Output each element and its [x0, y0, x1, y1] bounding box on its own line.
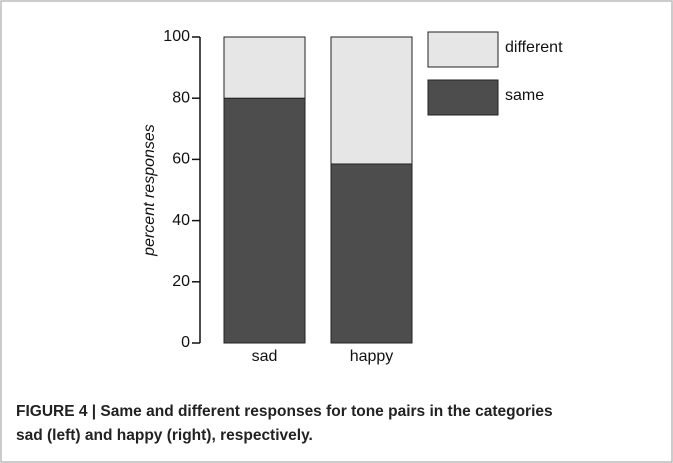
legend-label: same [505, 87, 544, 104]
y-tick-label: 20 [172, 273, 190, 290]
y-tick-label: 40 [172, 212, 190, 229]
y-tick-label: 100 [163, 28, 190, 45]
legend-label: different [505, 39, 563, 56]
x-tick-label: sad [252, 348, 278, 365]
y-tick-label: 80 [172, 89, 190, 106]
bar-segment [223, 36, 306, 99]
x-tick-label: happy [350, 348, 394, 365]
y-axis-label: percent responses [141, 124, 158, 257]
y-tick-label: 0 [181, 334, 190, 351]
bar-segment [330, 163, 413, 344]
legend-swatch [427, 31, 499, 68]
y-tick-label: 60 [172, 151, 190, 168]
bar-segment [223, 97, 306, 344]
bar-segment [330, 36, 413, 165]
legend-swatch [427, 79, 499, 116]
caption: FIGURE 4 | Same and different responses … [16, 403, 553, 444]
